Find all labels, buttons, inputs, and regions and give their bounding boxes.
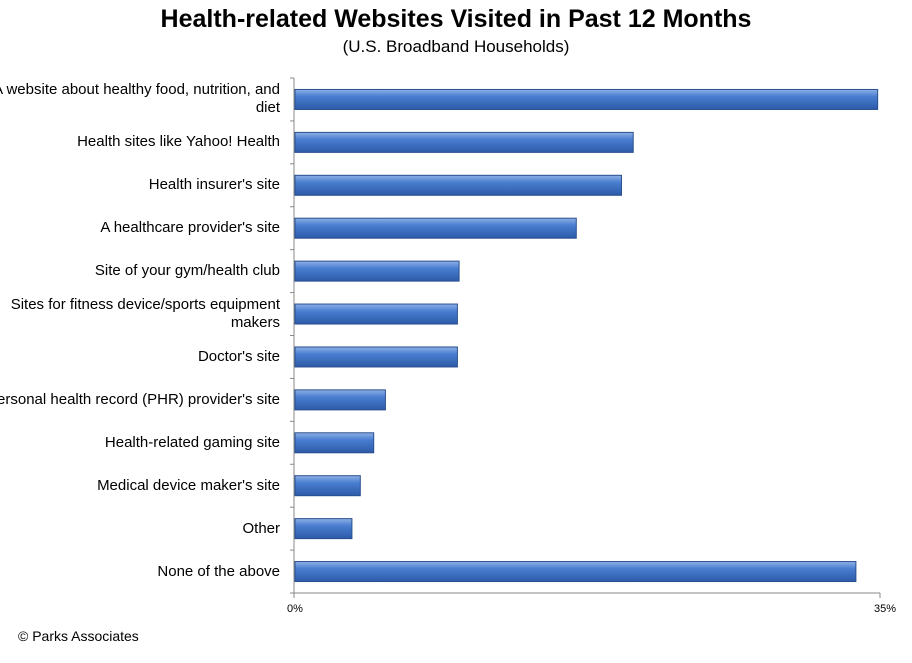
bar bbox=[294, 518, 353, 540]
category-label: Doctor's site bbox=[197, 347, 280, 365]
category-label: Health insurer's site bbox=[148, 176, 280, 194]
category-label: Health-related gaming site bbox=[104, 433, 280, 451]
chart-title: Health-related Websites Visited in Past … bbox=[160, 5, 752, 33]
x-tick-label-max: 35% bbox=[874, 603, 897, 615]
category-label: None of the above bbox=[157, 562, 280, 580]
copyright-note: © Parks Associates bbox=[18, 628, 139, 644]
bar bbox=[294, 260, 460, 282]
x-tick-label-min: 0% bbox=[287, 603, 303, 615]
bar bbox=[294, 131, 634, 153]
category-label: Sites for fitness device/sports equipmen… bbox=[10, 296, 280, 332]
chart-subtitle: (U.S. Broadband Households) bbox=[342, 37, 570, 56]
bar bbox=[294, 561, 857, 583]
bar bbox=[294, 346, 458, 368]
bar bbox=[294, 389, 386, 411]
category-label: Site of your gym/health club bbox=[94, 262, 280, 280]
bar bbox=[294, 174, 622, 196]
category-label: Other bbox=[242, 519, 280, 537]
category-label: Personal health record (PHR) provider's … bbox=[0, 390, 280, 408]
category-label: A website about healthy food, nutrition,… bbox=[0, 81, 280, 117]
bar bbox=[294, 432, 375, 454]
bar bbox=[294, 303, 458, 325]
bar bbox=[294, 88, 879, 110]
bar bbox=[294, 217, 577, 239]
category-label: Medical device maker's site bbox=[97, 476, 280, 494]
category-label: A healthcare provider's site bbox=[100, 219, 280, 237]
bar bbox=[294, 475, 361, 497]
category-label: Health sites like Yahoo! Health bbox=[77, 133, 280, 151]
